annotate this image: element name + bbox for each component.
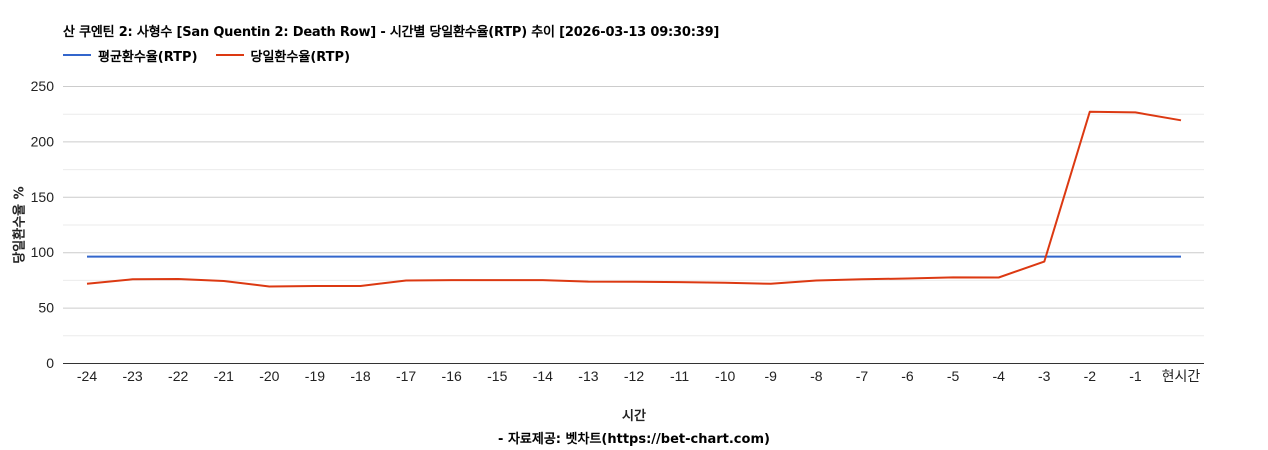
legend-swatch-blue-icon [63, 54, 91, 56]
data-series [86, 110, 1182, 288]
x-tick-label: -17 [396, 368, 416, 384]
x-tick-label: -12 [624, 368, 644, 384]
x-tick-label: -7 [856, 368, 869, 384]
x-tick-label: -23 [122, 368, 142, 384]
chart-legend: 평균환수율(RTP) 당일환수율(RTP) [63, 46, 368, 65]
x-tick-label: -11 [670, 368, 689, 384]
x-tick-label: -1 [1129, 368, 1142, 384]
y-axis-label-text: 당일환수율 % [12, 186, 28, 264]
x-tick-label: -10 [715, 368, 735, 384]
legend-label-daily-rtp: 당일환수율(RTP) [250, 49, 351, 65]
x-tick-label: -4 [992, 368, 1005, 384]
y-axis-ticks: 0 50 100 150 200 250 [31, 78, 55, 371]
x-tick-label: -22 [168, 368, 188, 384]
y-tick-label: 50 [38, 300, 54, 316]
x-tick-label: -24 [77, 368, 97, 384]
x-tick-label: -13 [578, 368, 598, 384]
x-tick-label: -8 [810, 368, 823, 384]
x-tick-label: -9 [765, 368, 778, 384]
x-tick-label: -21 [214, 368, 234, 384]
x-tick-label: -2 [1084, 368, 1097, 384]
legend-label-average-rtp: 평균환수율(RTP) [98, 49, 198, 65]
x-tick-label: -14 [533, 368, 553, 384]
x-axis-label: 시간 [622, 409, 646, 424]
y-tick-label: 100 [31, 244, 55, 260]
legend-item-average-rtp[interactable]: 평균환수율(RTP) [63, 46, 198, 65]
x-tick-label: -5 [947, 368, 960, 384]
legend-item-daily-rtp[interactable]: 당일환수율(RTP) [215, 46, 351, 65]
data-credit: - 자료제공: 벳차트(https://bet-chart.com) [498, 432, 770, 447]
y-tick-label: 250 [31, 78, 55, 94]
x-tick-label: -16 [442, 368, 462, 384]
x-tick-label: -18 [350, 368, 370, 384]
x-tick-label: -6 [901, 368, 914, 384]
gridlines [63, 86, 1204, 364]
y-tick-label: 200 [31, 133, 55, 149]
daily-rtp-line[interactable] [86, 110, 1182, 288]
y-tick-label: 150 [31, 189, 55, 205]
x-tick-label: -15 [487, 368, 507, 384]
chart-title: 산 쿠엔틴 2: 사형수 [San Quentin 2: Death Row] … [63, 25, 720, 40]
x-tick-label: 현시간 [1162, 368, 1201, 384]
y-tick-label: 0 [46, 355, 54, 371]
x-axis-ticks: -24 -23 -22 -21 -20 -19 -18 -17 -16 -15 -14 -13 -12 -… [77, 368, 1201, 384]
legend-swatch-red-icon [215, 54, 244, 56]
x-tick-label: -20 [259, 368, 279, 384]
x-tick-label: -19 [305, 368, 325, 384]
x-tick-label: -3 [1038, 368, 1051, 384]
